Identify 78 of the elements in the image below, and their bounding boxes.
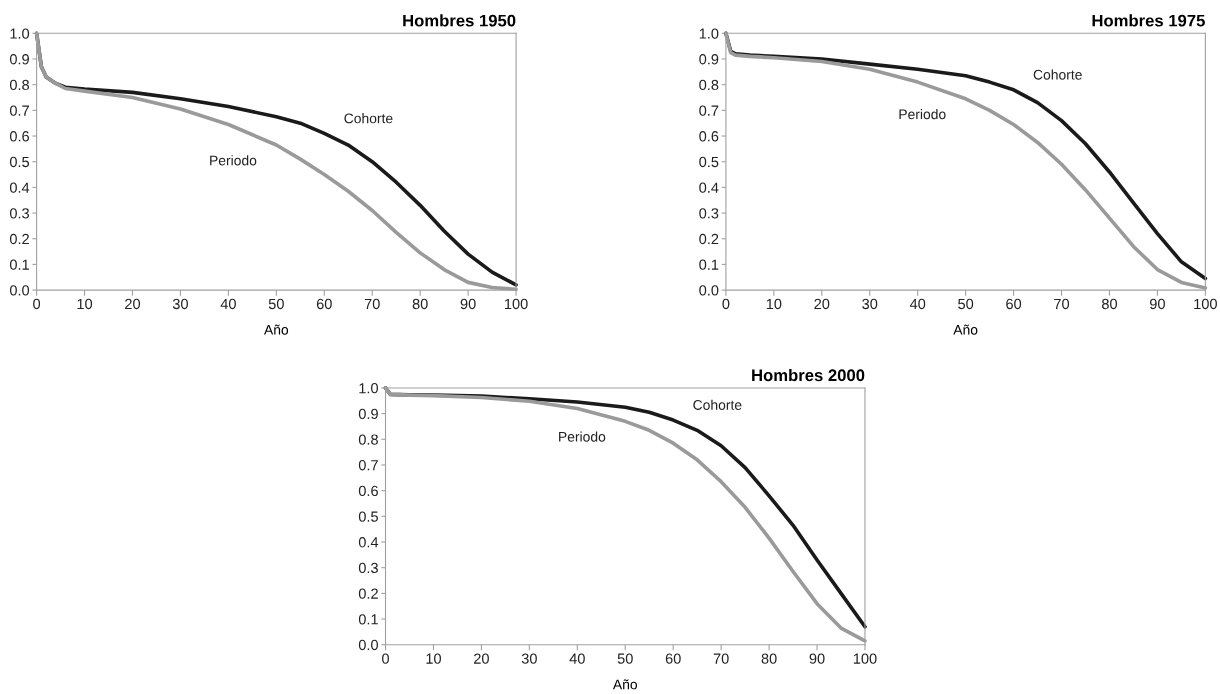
y-tick-label: 0.4 <box>9 182 30 193</box>
y-tick-label: 0.4 <box>699 182 719 193</box>
y-tick-label: 0.9 <box>9 54 29 65</box>
x-tick-label: 20 <box>814 298 830 310</box>
x-tick-label: 20 <box>474 653 489 664</box>
x-tick-label: 100 <box>853 653 877 664</box>
x-tick-label: 70 <box>1054 298 1070 310</box>
x-tick-label: 10 <box>426 653 442 664</box>
x-tick-label: 100 <box>1194 298 1217 310</box>
x-tick-label: 80 <box>761 653 777 664</box>
x-tick-label: 60 <box>1006 298 1022 310</box>
y-tick-label: 0.1 <box>699 259 719 270</box>
series-label: Periodo <box>210 155 257 166</box>
y-tick-label: 1.0 <box>10 28 30 39</box>
series-label: Cohorte <box>1033 69 1082 80</box>
y-tick-label: 0.2 <box>9 233 29 245</box>
y-tick-label: 0.5 <box>699 156 719 168</box>
series-label: Periodo <box>899 108 946 120</box>
series-label: Cohorte <box>344 113 393 124</box>
y-tick-label: 0.4 <box>358 537 379 548</box>
x-axis-title: Año <box>264 324 289 335</box>
x-tick-label: 10 <box>766 298 782 310</box>
x-tick-label: 60 <box>316 298 332 310</box>
y-tick-label: 0.3 <box>358 562 378 574</box>
x-tick-label: 0 <box>722 298 730 310</box>
y-tick-label: 0.0 <box>9 285 30 296</box>
x-tick-label: 0 <box>33 298 41 310</box>
y-tick-label: 0.5 <box>358 511 378 522</box>
x-axis-title: Año <box>953 324 978 335</box>
y-tick-label: 0.8 <box>699 79 719 91</box>
x-tick-label: 30 <box>862 298 878 310</box>
y-tick-label: 0.2 <box>699 233 719 245</box>
x-tick-label: 20 <box>125 298 141 310</box>
y-tick-label: 0.3 <box>9 208 30 219</box>
x-tick-label: 40 <box>569 653 585 664</box>
y-tick-label: 0.6 <box>358 485 378 497</box>
y-tick-label: 0.9 <box>358 408 378 420</box>
x-tick-label: 50 <box>958 298 974 310</box>
chart-title: Hombres 2000 <box>752 368 865 382</box>
y-tick-label: 0.3 <box>699 208 719 219</box>
x-tick-label: 10 <box>77 298 93 310</box>
chart-title: Hombres 1950 <box>403 14 516 27</box>
x-tick-label: 90 <box>460 298 476 310</box>
x-tick-label: 80 <box>1101 298 1118 310</box>
x-tick-label: 70 <box>364 298 380 310</box>
x-tick-label: 30 <box>172 298 188 310</box>
x-tick-label: 50 <box>268 298 284 310</box>
x-tick-label: 90 <box>1149 298 1165 310</box>
x-tick-label: 70 <box>713 653 729 664</box>
series-label: Cohorte <box>693 399 742 410</box>
y-tick-label: 0.2 <box>358 588 378 599</box>
y-tick-label: 1.0 <box>359 383 379 394</box>
x-tick-label: 50 <box>617 653 633 664</box>
x-tick-label: 100 <box>505 298 528 310</box>
x-tick-label: 80 <box>412 298 428 310</box>
x-tick-label: 60 <box>665 653 681 664</box>
x-tick-label: 30 <box>521 653 537 664</box>
y-tick-label: 0.5 <box>9 156 30 168</box>
x-axis-title: Año <box>612 679 638 690</box>
y-tick-label: 0.7 <box>9 105 29 116</box>
x-tick-label: 40 <box>909 298 926 310</box>
y-tick-label: 0.7 <box>358 460 378 471</box>
y-tick-label: 0.6 <box>699 131 719 142</box>
y-tick-label: 0.8 <box>358 434 378 445</box>
y-tick-label: 0.9 <box>699 54 719 65</box>
y-tick-label: 0.1 <box>358 614 378 625</box>
y-tick-label: 0.0 <box>699 285 719 296</box>
y-tick-label: 1.0 <box>699 28 719 39</box>
chart-title: Hombres 1975 <box>1092 14 1205 27</box>
y-tick-label: 0.1 <box>9 259 29 270</box>
x-tick-label: 40 <box>220 298 236 310</box>
x-tick-label: 0 <box>382 653 390 664</box>
series-label: Periodo <box>559 431 606 442</box>
y-tick-label: 0.0 <box>358 639 379 651</box>
y-tick-label: 0.7 <box>699 105 719 116</box>
y-tick-label: 0.6 <box>9 131 30 142</box>
y-tick-label: 0.8 <box>9 79 30 91</box>
x-tick-label: 90 <box>809 653 825 664</box>
